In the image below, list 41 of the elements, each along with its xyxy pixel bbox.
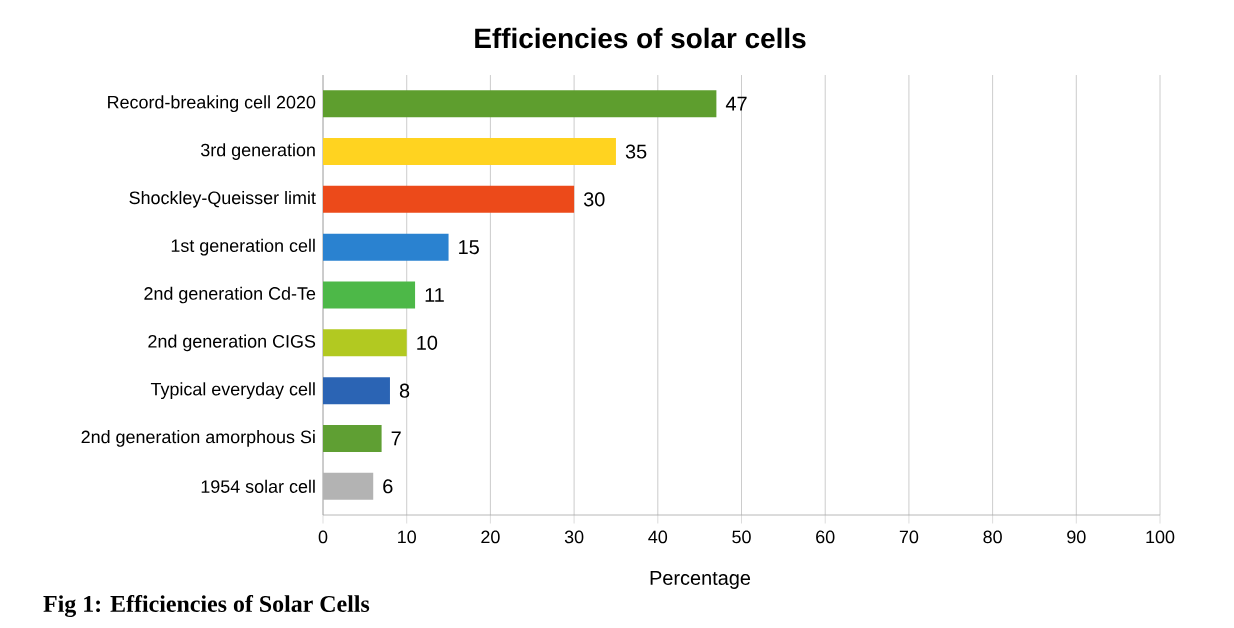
y-tick-label: 2nd generation Cd-Te — [144, 286, 316, 304]
x-tick-label: 70 — [899, 530, 919, 544]
bar — [323, 472, 374, 500]
bar — [323, 185, 575, 213]
x-tick-label: 10 — [398, 530, 416, 544]
y-tick-label: 2nd generation amorphous Si — [81, 430, 315, 447]
data-label: 8 — [399, 383, 410, 398]
x-tick-label: 50 — [732, 530, 751, 544]
bar — [323, 281, 416, 309]
x-tick-label: 20 — [481, 530, 500, 544]
y-tick-label: 1st generation cell — [171, 238, 315, 256]
x-tick-label: 40 — [648, 530, 668, 544]
x-tick-label: 30 — [564, 530, 584, 544]
data-label: 11 — [425, 288, 444, 302]
x-tick-label: 60 — [816, 530, 835, 544]
data-label: 35 — [625, 144, 647, 159]
x-axis-title: Percentage — [650, 571, 751, 589]
chart-title: Efficiencies of solar cells — [475, 27, 806, 49]
y-tick-label: 1954 solar cell — [201, 479, 315, 493]
data-label: 15 — [459, 240, 479, 255]
data-label: 10 — [417, 335, 438, 350]
y-tick-label: Record-breaking cell 2020 — [108, 95, 316, 113]
bar — [323, 233, 449, 261]
bar — [323, 329, 407, 357]
bar — [323, 424, 382, 452]
data-label: 47 — [725, 96, 747, 111]
bar — [323, 138, 616, 166]
caption: Fig 1: Efficiencies of Solar Cells — [43, 594, 370, 618]
bar — [323, 90, 717, 118]
y-tick-label: Shockley-Queisser limit — [129, 190, 316, 208]
y-tick-label: 2nd generation CIGS — [148, 334, 316, 352]
data-label: 7 — [391, 431, 401, 446]
y-tick-label: 3rd generation — [200, 143, 315, 160]
y-tick-label: Typical everyday cell — [150, 382, 315, 400]
x-tick-label: 100 — [1146, 530, 1175, 544]
x-tick-label: 80 — [983, 530, 1002, 544]
x-tick-label: 0 — [318, 530, 328, 544]
bar — [323, 377, 390, 405]
x-tick-label: 90 — [1067, 530, 1086, 544]
data-label: 30 — [583, 192, 605, 207]
data-label: 6 — [383, 479, 393, 494]
